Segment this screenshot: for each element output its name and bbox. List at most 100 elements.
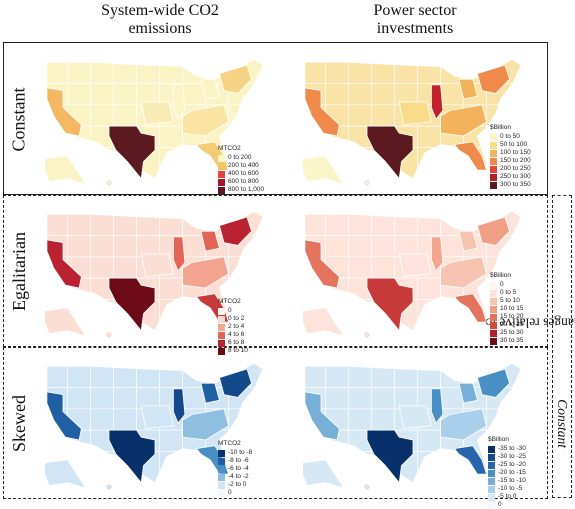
legend-label: -6 to -4 [228, 465, 249, 472]
legend-swatch [490, 149, 497, 157]
legend-item: 10 to 15 [490, 305, 524, 313]
legend-swatch [218, 331, 225, 339]
legend-label: 30 to 35 [500, 337, 524, 344]
map-5-region-ca [304, 391, 340, 441]
legend-item: -15 to -10 [488, 477, 526, 485]
map-3-region-fl [453, 293, 488, 323]
map-3-region-il [430, 236, 444, 272]
map-2-region-ne [218, 216, 253, 246]
map-0-hawaii [106, 180, 112, 186]
legend-label: 250 to 300 [500, 173, 531, 180]
legend-item: 150 to 200 [490, 157, 531, 165]
map-1-region-tx [366, 125, 414, 180]
legend-label: 0 [500, 281, 504, 288]
legend-label: 10 to 15 [500, 305, 524, 312]
legend-label: -8 to -6 [228, 457, 249, 464]
legend-swatch [490, 165, 497, 173]
map-0-region-ne_extra [200, 78, 220, 100]
legend-label: 4 to 6 [228, 331, 245, 338]
legend-swatch [218, 154, 225, 162]
legend-item: 300 to 350 [490, 181, 531, 189]
map-0-region-ca [46, 87, 82, 137]
legend-label: 200 to 250 [500, 165, 531, 172]
legend-label: -10 to -8 [228, 449, 253, 456]
legend-swatch [218, 489, 225, 497]
legend-item: 0 to 50 [490, 133, 531, 141]
map-4-region-ne_extra [200, 382, 220, 404]
side-panel-frame [552, 195, 572, 498]
map-5-region-mid [398, 405, 432, 430]
map-1-region-ca [304, 87, 340, 137]
legend-label: 0 to 200 [228, 154, 252, 161]
map-3-region-ne [476, 216, 511, 246]
legend-label: 25 to 30 [500, 329, 524, 336]
legend-item: 20 to 25 [490, 321, 524, 329]
legend-swatch [218, 186, 225, 194]
map-0-region-east [182, 104, 230, 137]
legend-label: 200 to 400 [228, 162, 259, 169]
legend-label: 0 to 50 [500, 133, 520, 140]
map-5-region-fl [453, 445, 488, 475]
map-3-region-east [440, 256, 488, 289]
legend-swatch [490, 297, 497, 305]
legend-item: -20 to -15 [488, 469, 526, 477]
legend-swatch [490, 289, 497, 297]
map-1-region-mid [398, 101, 432, 126]
legend-item: -30 to -25 [488, 453, 526, 461]
map-3-region-ca [304, 239, 340, 289]
legend-label: 0 to 5 [500, 289, 517, 296]
legend-swatch [218, 465, 225, 473]
map-1-region-il [430, 84, 444, 120]
legend-item: 600 to 800 [218, 178, 264, 186]
map-5-region-ne [476, 368, 511, 398]
legend-swatch [218, 178, 225, 186]
map-3-region-mid [398, 253, 432, 278]
legend-label: -10 to -5 [498, 485, 523, 492]
legend-swatch [488, 453, 495, 461]
legend-title: MTCO2 [218, 145, 241, 152]
panel-egalitarian [3, 195, 548, 347]
map-4-region-tx [108, 429, 156, 484]
map-3-region-ne_extra [458, 230, 478, 252]
legend-swatch [490, 281, 497, 289]
legend-swatch [218, 170, 225, 178]
map-0-alaska [44, 155, 87, 186]
legend-swatch [490, 305, 497, 313]
legend-item: 0 [218, 489, 252, 497]
legend-item: -35 to -30 [488, 445, 526, 453]
map-1-alaska [302, 155, 345, 186]
legend-swatch [488, 493, 495, 501]
legend-item: 8 to 10 [218, 347, 248, 355]
column-title-co2: System-wide CO2 emissions [101, 2, 219, 37]
legend-swatch [218, 307, 225, 315]
legend-label: 0 [498, 501, 502, 508]
map-3-hawaii [364, 332, 370, 338]
map-4-alaska [44, 459, 87, 490]
legend-title: $Billion [488, 436, 509, 443]
legend-item: 0 to 2 [218, 315, 248, 323]
legend-item: 2 to 4 [218, 323, 248, 331]
legend-4: MTCO2 -10 to -8 -8 to -6 -6 to -4 -4 to -2 -2… [218, 440, 252, 497]
legend-label: 6 to 8 [228, 339, 245, 346]
legend-label: 0 [228, 307, 232, 314]
map-4-region-ca [46, 391, 82, 441]
map-5-region-ne_extra [458, 382, 478, 404]
legend-swatch [218, 457, 225, 465]
panel-constant [3, 42, 548, 195]
legend-swatch [218, 315, 225, 323]
legend-swatch [488, 485, 495, 493]
map-1-region-fl [453, 141, 488, 171]
map-2-region-east [182, 256, 230, 289]
legend-item: 0 [218, 307, 248, 315]
legend-item: -5 to 0 [488, 493, 526, 501]
map-0-region-mid [140, 101, 174, 126]
legend-item: 15 to 20 [490, 313, 524, 321]
legend-label: -25 to -20 [498, 461, 526, 468]
map-5-region-il [430, 388, 444, 424]
map-5-hawaii [364, 484, 370, 490]
legend-item: 0 to 200 [218, 154, 264, 162]
map-4-region-east [182, 408, 230, 441]
legend-item: 50 to 100 [490, 141, 531, 149]
map-1-region-ne [476, 64, 511, 94]
legend-item: 30 to 35 [490, 337, 524, 345]
